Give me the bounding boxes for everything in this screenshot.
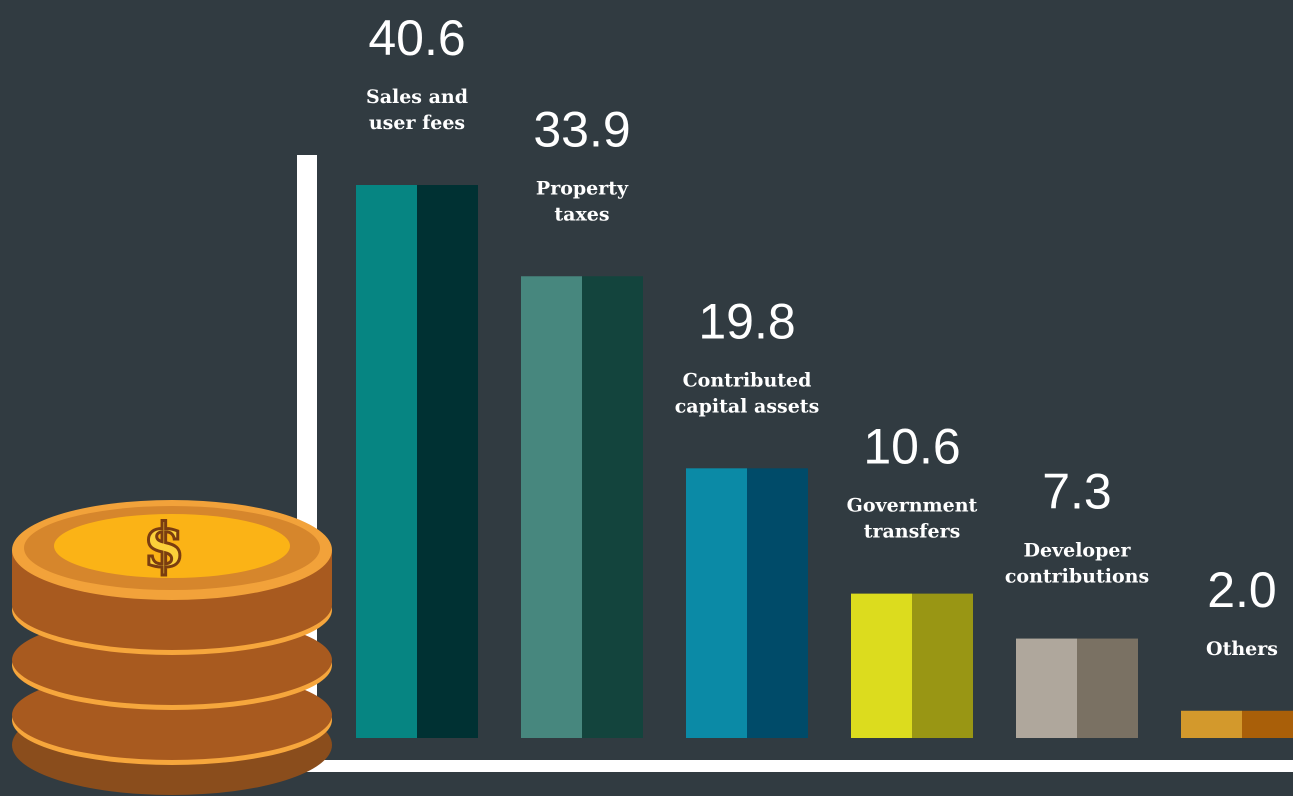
value-label: 19.8 [698,293,795,349]
category-label: capital assets [675,395,820,417]
value-label: 2.0 [1207,562,1277,618]
bar [686,468,747,738]
bar [851,593,912,738]
value-label: 33.9 [533,101,630,157]
category-label: Contributed [683,369,812,391]
category-label: transfers [864,521,961,543]
bar-shade [417,185,478,738]
category-label: Government [847,495,978,517]
category-label: contributions [1005,566,1149,588]
bar [521,276,582,738]
coin-stack: $ [12,500,332,795]
bar-shade [1242,710,1293,738]
category-label: Sales and [366,86,468,108]
bar-shade [582,276,643,738]
category-label: taxes [554,203,609,225]
x-axis-line [317,760,1293,772]
bar [356,185,417,738]
value-label: 40.6 [368,10,465,66]
bar [1016,638,1077,738]
value-label: 7.3 [1042,464,1112,520]
bar [1181,710,1242,738]
category-label: Property [536,177,629,199]
value-label: 10.6 [863,419,960,475]
category-label: Others [1206,638,1278,660]
category-label: Developer [1024,540,1132,562]
bar-shade [1077,638,1138,738]
bar-shade [912,593,973,738]
svg-text:$: $ [143,511,185,581]
bar-shade [747,468,808,738]
category-label: user fees [369,112,465,134]
